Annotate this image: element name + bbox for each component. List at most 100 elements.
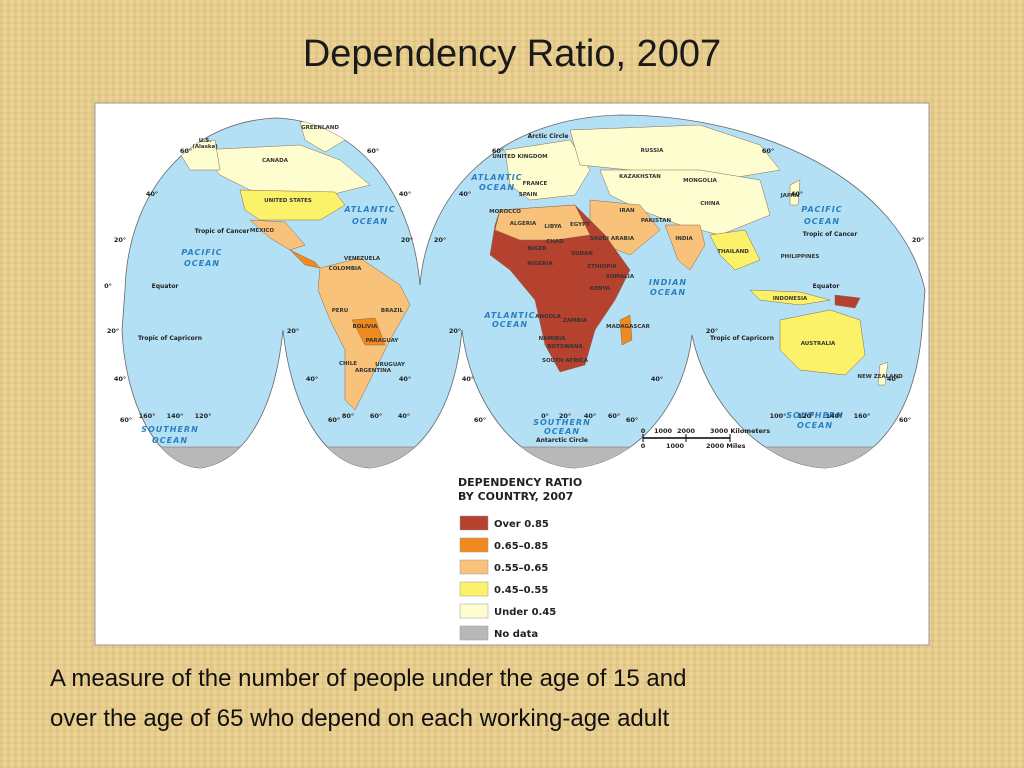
graticule-label: 0° [541,412,549,420]
caption: over the age of 65 who depend on each wo… [50,705,669,732]
graticule-label: 120° [195,412,212,420]
map-label: KENYA [590,286,611,292]
map-label: MADAGASCAR [606,324,651,330]
map-label: MEXICO [250,228,275,234]
africa [489,204,631,373]
graticule-label: 60° [370,412,382,420]
map-label: BOTSWANA [547,344,583,350]
map-label: AUSTRALIA [801,341,836,347]
map-label: OCEAN [797,421,833,430]
legend-label: No data [494,629,538,640]
map-label: INDIAN [649,278,687,287]
graticule-label: 60° [474,416,486,424]
map-label: Tropic of Capricorn [710,335,774,342]
map-label: SOUTHERN [786,411,844,420]
graticule-label: 80° [342,412,354,420]
map-label: CHAD [546,239,564,245]
map-label: ALGERIA [510,221,537,227]
map-label: JAPAN [780,193,800,199]
graticule-label: 40° [791,190,803,198]
map-label: CHILE [339,361,357,367]
map-label: ATLANTIC [470,173,522,182]
graticule-label: 140° [167,412,184,420]
map-label: ATLANTIC [483,311,535,320]
graticule-label: 20° [107,327,119,335]
map-label: SPAIN [519,192,538,198]
map-label: BOLIVIA [353,324,379,330]
graticule-label: 20° [449,327,461,335]
map-label: BRAZIL [381,308,404,314]
graticule-label: 40° [114,375,126,383]
map-label: OCEAN [152,436,188,445]
russia [569,124,781,181]
map-label: SOUTHERN [533,418,591,427]
map-label: ETHIOPIA [587,264,617,270]
map-label: UNITED STATES [264,198,312,204]
papua [834,294,861,309]
graticule-label: 60° [180,147,192,155]
map-label: Antarctic Circle [536,437,588,444]
graticule-label: 60° [328,416,340,424]
map-label: NIGER [527,246,547,252]
graticule-label: 40° [887,375,899,383]
graticule-label: 60° [492,147,504,155]
map-label: EGYPT [570,222,590,228]
graticule-label: 40° [306,375,318,383]
graticule-label: 20° [559,412,571,420]
graticule-label: 60° [626,416,638,424]
graticule-label: 20° [114,236,126,244]
graticule-label: 120° [798,412,815,420]
graticule-label: 40° [462,375,474,383]
map-label: Equator [152,283,179,290]
graticule-label: 60° [120,416,132,424]
japan [789,179,801,206]
madagascar [619,314,633,346]
map-label: OCEAN [804,217,840,226]
map-label: PACIFIC [181,248,222,257]
graticule-label: 20° [706,327,718,335]
scale-label: 2000 [677,427,696,435]
scale-label: 3000 Kilometers [710,427,770,435]
map-label: ANGOLA [535,314,562,320]
graticule-label: 60° [762,147,774,155]
canada [199,144,371,196]
map-label: KAZAKHSTAN [619,174,661,180]
graticule-label: 20° [287,327,299,335]
graticule-label: 60° [899,416,911,424]
new-zealand [877,361,889,386]
north-africa [494,204,591,241]
indonesia [749,289,831,306]
legend-swatch [459,515,489,531]
legend-swatch [459,537,489,553]
legend-label: 0.55–0.65 [494,563,548,574]
graticule-label: 40° [399,190,411,198]
legend-label: 0.45–0.55 [494,585,548,596]
graticule-label: 60° [367,147,379,155]
map-label: SAUDI ARABIA [590,236,635,242]
graticule-label: 100° [770,412,787,420]
australia [779,309,866,376]
map-label: MONGOLIA [683,178,717,184]
map-label: NAMIBIA [539,336,567,342]
europe [504,139,591,201]
map-label: PAKISTAN [641,218,672,224]
map-label: PARAGUAY [366,338,400,344]
legend-label: Over 0.85 [494,519,549,530]
map-label: NIGERIA [527,261,553,267]
legend-label: Under 0.45 [494,607,556,618]
legend-swatch [459,603,489,619]
map-label: CHINA [700,201,720,207]
scale-label: 2000 Miles [706,442,746,450]
graticule-label: 0° [104,282,112,290]
map-label: SOMALIA [606,274,635,280]
bolivia [351,317,386,346]
map-label: OCEAN [184,259,220,268]
map-label: OCEAN [479,183,515,192]
southeast-asia [709,229,761,271]
graticule-label: 160° [139,412,156,420]
legend-label: 0.65–0.85 [494,541,548,552]
map-label: Equator [813,283,840,290]
india [664,224,706,271]
legend-title: DEPENDENCY RATIO [458,476,582,489]
